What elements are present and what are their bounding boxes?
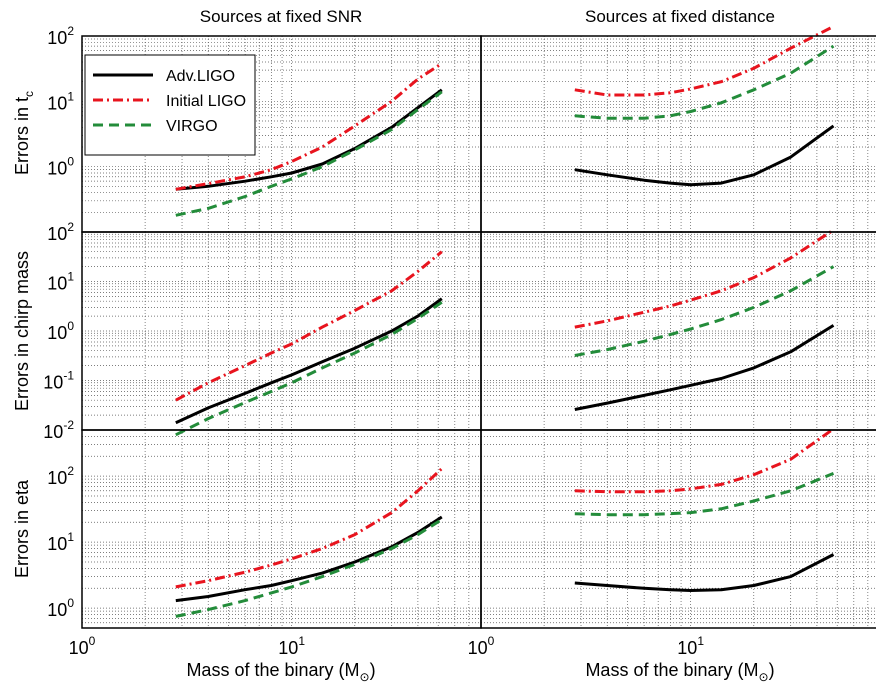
frame-layer xyxy=(81,35,876,629)
x-tick-label: 100 xyxy=(69,634,96,658)
y-axis-label-row-2: Errors in chirp mass xyxy=(12,251,32,411)
x-tick-label: 101 xyxy=(278,634,305,658)
x-axis-label-right: Mass of the binary (M⊙) xyxy=(585,660,774,684)
series-line-virgo xyxy=(175,301,443,437)
y-tick-label: 100 xyxy=(47,319,74,343)
series-line-adv-ligo xyxy=(574,324,835,411)
y-tick-label: 102 xyxy=(47,464,74,488)
series-layer xyxy=(175,25,835,618)
x-tick-label: 100 xyxy=(468,634,495,658)
series-line-adv-ligo xyxy=(175,88,443,191)
legend-label-adv-ligo: Adv.LIGO xyxy=(166,68,235,85)
y-tick-label: 100 xyxy=(47,155,74,179)
legend-label-initial-ligo: Initial LIGO xyxy=(166,93,246,110)
y-tick-label: 100 xyxy=(47,596,74,620)
y-tick-label: 101 xyxy=(47,530,74,554)
series-line-adv-ligo xyxy=(574,553,835,592)
series-line-initial-ligo xyxy=(175,467,443,589)
series-line-initial-ligo xyxy=(175,250,443,402)
series-line-adv-ligo xyxy=(574,124,835,187)
panel-frame xyxy=(480,35,876,233)
y-axis-label-row-3: Errors in eta xyxy=(12,479,32,578)
tick-layer: 100 101 102 10-2 10-1 100 101 102 100 101 102 100 10… xyxy=(43,24,704,658)
series-line-virgo xyxy=(175,90,443,217)
y-tick-label: 10-1 xyxy=(43,369,74,393)
panel-frame xyxy=(480,429,876,629)
column-title-fixed-distance: Sources at fixed distance xyxy=(585,7,775,26)
series-line-initial-ligo xyxy=(574,25,835,97)
series-line-adv-ligo xyxy=(175,297,443,425)
x-axis-label-left: Mass of the binary (M⊙) xyxy=(186,660,375,684)
x-tick-label: 101 xyxy=(677,634,704,658)
series-line-virgo xyxy=(574,265,835,357)
y-tick-label: 102 xyxy=(47,24,74,48)
series-line-adv-ligo xyxy=(175,515,443,603)
legend-box xyxy=(84,54,256,156)
series-line-initial-ligo xyxy=(574,228,835,329)
legend: Adv.LIGO Initial LIGO VIRGO xyxy=(84,54,256,156)
legend-label-virgo: VIRGO xyxy=(166,118,218,135)
series-line-virgo xyxy=(574,472,835,517)
y-axis-label-row-1: Errors in tc xyxy=(12,91,36,175)
series-line-virgo xyxy=(175,518,443,618)
y-tick-label: 101 xyxy=(47,89,74,113)
series-line-virgo xyxy=(574,44,835,120)
y-tick-label: 10-2 xyxy=(43,418,74,442)
series-line-initial-ligo xyxy=(574,427,835,494)
column-title-fixed-snr: Sources at fixed SNR xyxy=(200,7,363,26)
y-tick-label: 102 xyxy=(47,220,74,244)
y-tick-label: 101 xyxy=(47,270,74,294)
